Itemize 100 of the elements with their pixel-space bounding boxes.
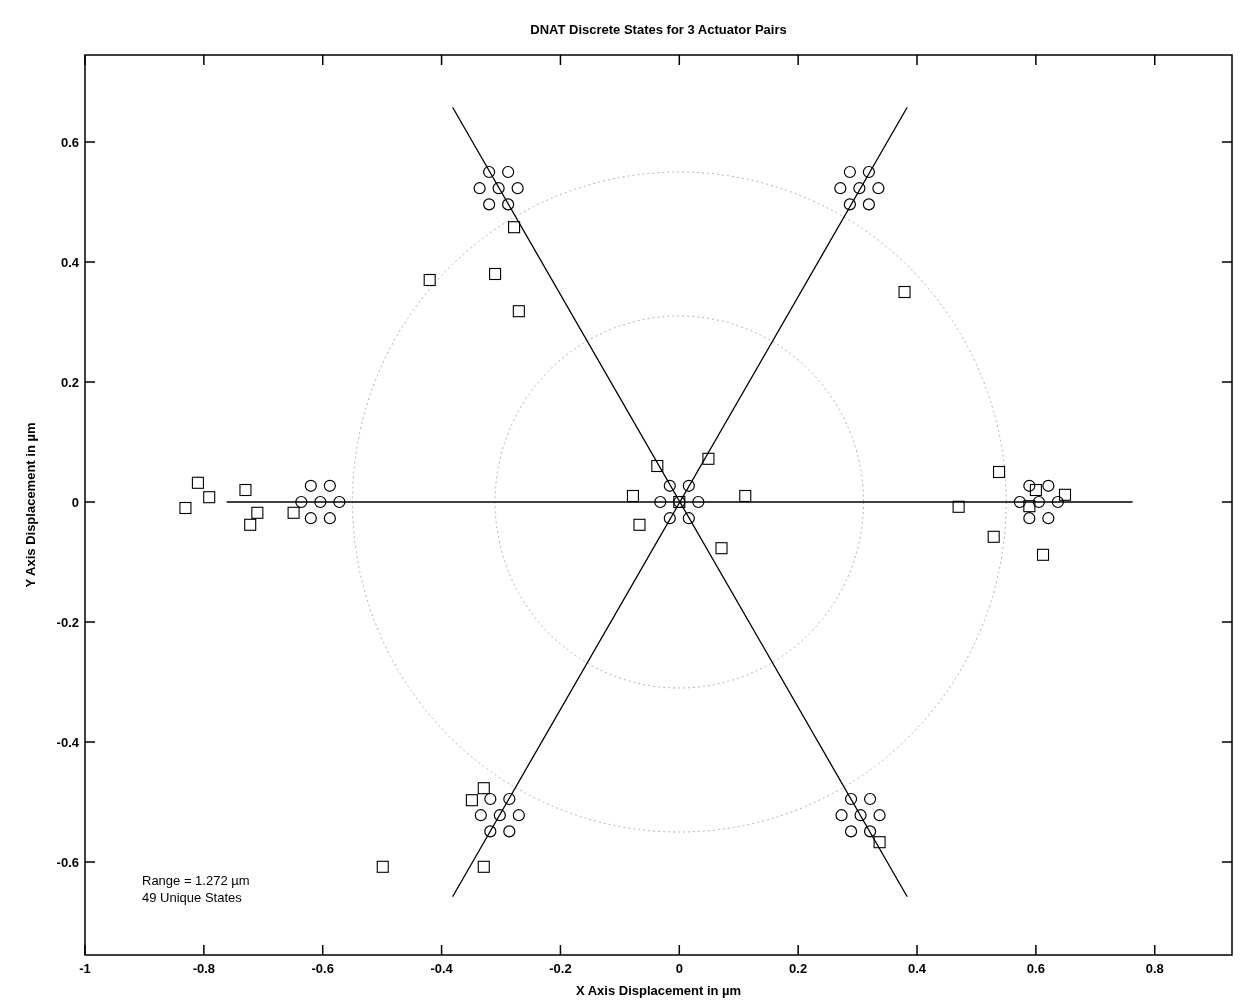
y-tick-label: 0.6 <box>60 135 79 150</box>
x-tick-label: -1 <box>79 961 91 976</box>
point <box>244 518 257 531</box>
point <box>739 489 752 503</box>
point <box>1013 495 1026 509</box>
point <box>854 809 867 822</box>
annotation: Range = 1.272 µm <box>142 873 250 888</box>
point <box>663 479 676 492</box>
point <box>304 479 317 492</box>
point <box>862 198 875 211</box>
point <box>987 530 1000 543</box>
point <box>493 809 506 822</box>
point <box>484 825 497 838</box>
point <box>503 825 516 838</box>
point <box>692 495 705 509</box>
point <box>844 792 858 806</box>
point <box>511 182 524 195</box>
y-tick-label: -0.4 <box>56 735 80 750</box>
point <box>492 182 505 195</box>
point <box>663 512 676 525</box>
point <box>834 182 847 195</box>
point <box>191 476 204 489</box>
x-tick-label: 0 <box>675 961 683 976</box>
x-axis-title: X Axis Displacement in µm <box>575 983 742 998</box>
point <box>304 512 317 525</box>
y-tick-label: 0.4 <box>60 255 80 270</box>
point <box>863 792 877 806</box>
point <box>483 198 496 211</box>
point <box>862 165 875 179</box>
point <box>1051 495 1064 509</box>
chart-title: DNAT Discrete States for 3 Actuator Pairs <box>530 22 787 37</box>
point <box>295 495 308 509</box>
point <box>898 285 911 299</box>
point <box>287 506 300 519</box>
point <box>682 512 695 525</box>
point <box>682 479 695 492</box>
point <box>844 825 858 838</box>
y-axis-title: Y Axis Displacement in µm <box>23 422 38 588</box>
point <box>465 794 478 807</box>
x-tick-label: -0.8 <box>192 961 216 976</box>
point <box>314 495 327 509</box>
point <box>863 825 877 838</box>
point <box>473 182 486 195</box>
y-tick-label: 0.2 <box>60 375 79 390</box>
y-tick-label: 0 <box>71 495 79 510</box>
point <box>651 459 664 473</box>
point <box>1058 488 1072 501</box>
point <box>626 489 639 503</box>
point <box>835 809 848 822</box>
point <box>843 198 856 211</box>
y-tick-label: -0.6 <box>56 855 79 870</box>
point <box>512 305 525 318</box>
point <box>853 182 866 195</box>
annotation: 49 Unique States <box>142 890 243 905</box>
point <box>633 518 646 531</box>
x-tick-label: -0.4 <box>430 961 454 976</box>
x-tick-label: -0.2 <box>549 961 572 976</box>
point <box>376 860 389 873</box>
point <box>474 809 487 822</box>
point <box>477 782 490 795</box>
point <box>1042 512 1055 525</box>
point <box>489 267 502 281</box>
point <box>872 182 885 195</box>
point <box>179 501 192 515</box>
x-tick-label: -0.6 <box>311 961 334 976</box>
x-tick-label: 0.2 <box>789 961 808 976</box>
point <box>239 483 252 497</box>
point <box>873 836 886 849</box>
point <box>477 860 490 873</box>
point <box>702 452 715 465</box>
point <box>873 809 886 822</box>
point <box>843 165 856 179</box>
point <box>992 465 1006 479</box>
point <box>512 809 525 822</box>
point <box>503 792 516 806</box>
point <box>333 495 346 509</box>
point <box>323 479 336 492</box>
point <box>1023 500 1036 513</box>
x-tick-label: 0.8 <box>1145 961 1164 976</box>
point <box>952 500 965 513</box>
point <box>1032 495 1045 509</box>
point <box>323 512 336 525</box>
point <box>1023 512 1036 525</box>
point <box>1029 483 1042 497</box>
point <box>715 542 728 555</box>
y-tick-label: -0.2 <box>56 615 79 630</box>
x-tick-label: 0.6 <box>1026 961 1045 976</box>
point <box>203 491 216 504</box>
point <box>251 506 264 519</box>
point <box>483 165 496 179</box>
point <box>508 221 521 234</box>
point <box>502 198 515 211</box>
point <box>484 792 497 806</box>
point <box>1042 479 1055 492</box>
point <box>1036 548 1050 561</box>
x-tick-label: 0.4 <box>907 961 927 976</box>
point <box>654 495 667 509</box>
point <box>502 165 515 179</box>
point <box>423 273 436 287</box>
point <box>1023 479 1036 492</box>
